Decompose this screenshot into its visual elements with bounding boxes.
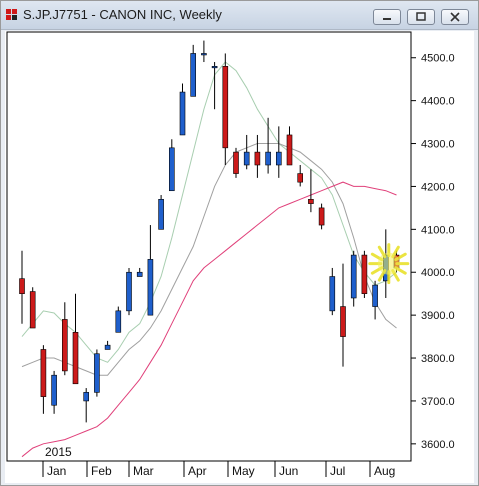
candle-body	[350, 254, 357, 299]
month-label: Feb	[91, 464, 112, 478]
y-tick-label: 3800.0	[421, 353, 455, 365]
plot-frame	[6, 31, 412, 462]
candle-body	[40, 349, 47, 397]
y-tick-label: 4000.0	[421, 267, 455, 279]
minimize-button[interactable]	[373, 9, 401, 25]
y-tick-label: 3700.0	[421, 396, 455, 408]
close-icon	[450, 12, 460, 22]
candle-body	[275, 151, 282, 166]
candle-body	[211, 66, 218, 69]
maximize-button[interactable]	[407, 9, 435, 25]
candle-body	[136, 271, 143, 277]
candle-body	[147, 259, 154, 316]
y-tick-label: 4500.0	[421, 53, 455, 65]
minimize-icon	[383, 18, 391, 20]
month-label: Apr	[188, 464, 207, 478]
candle-body	[329, 276, 336, 312]
candle-body	[51, 374, 57, 406]
chart-app-icon	[6, 9, 17, 20]
title-bar[interactable]: S.JP.J7751 - CANON INC, Weekly	[1, 1, 478, 30]
candle-body	[19, 278, 25, 294]
candle-body	[318, 207, 325, 226]
candle-body	[158, 199, 164, 230]
candle-body	[94, 353, 100, 393]
candle-body	[29, 291, 36, 329]
month-label: Jun	[279, 464, 298, 478]
candle-body	[254, 151, 261, 166]
ma-short-line	[21, 61, 397, 363]
candle-body	[83, 392, 89, 402]
close-button[interactable]	[441, 9, 469, 25]
candle-body	[233, 151, 239, 174]
candle-body	[297, 173, 304, 183]
y-tick-label: 4200.0	[421, 181, 455, 193]
candle-body	[222, 66, 229, 149]
candle-body	[72, 331, 79, 385]
year-label: 2015	[45, 445, 72, 459]
month-label: Jan	[47, 464, 66, 478]
candle-body	[126, 271, 132, 312]
y-tick-label: 4400.0	[421, 96, 455, 108]
month-label: Mar	[133, 464, 154, 478]
latest-candle-highlight	[368, 243, 410, 285]
candle-body	[361, 254, 368, 294]
candle-body	[169, 147, 175, 192]
candle-body	[243, 151, 250, 166]
candlestick-chart[interactable]: 3600.0 3700.0 3800.0 3900.0 4000.0 4100.0 4200…	[5, 31, 474, 483]
candle-body	[61, 319, 68, 372]
y-tick-label: 3900.0	[421, 310, 455, 322]
month-label: May	[232, 464, 255, 478]
candle-body	[286, 134, 293, 166]
candle-body	[179, 91, 186, 136]
month-label: Jul	[330, 464, 345, 478]
candle-body	[190, 53, 196, 97]
candle-body	[265, 151, 271, 166]
candle-body	[201, 53, 207, 56]
chart-area[interactable]: 3600.0 3700.0 3800.0 3900.0 4000.0 4100.0 4200…	[5, 31, 474, 483]
y-tick-label: 4100.0	[421, 224, 455, 236]
maximize-icon	[416, 12, 426, 21]
candle-body	[308, 199, 314, 204]
candle-body	[340, 306, 346, 337]
window-title: S.JP.J7751 - CANON INC, Weekly	[23, 7, 222, 22]
candle-body	[115, 310, 122, 333]
ma-long-line	[21, 181, 397, 458]
month-label: Aug	[374, 464, 395, 478]
candle-body	[372, 284, 378, 307]
y-tick-label: 4300.0	[421, 139, 455, 151]
y-tick-label: 3600.0	[421, 439, 455, 451]
candle-body	[104, 344, 111, 350]
